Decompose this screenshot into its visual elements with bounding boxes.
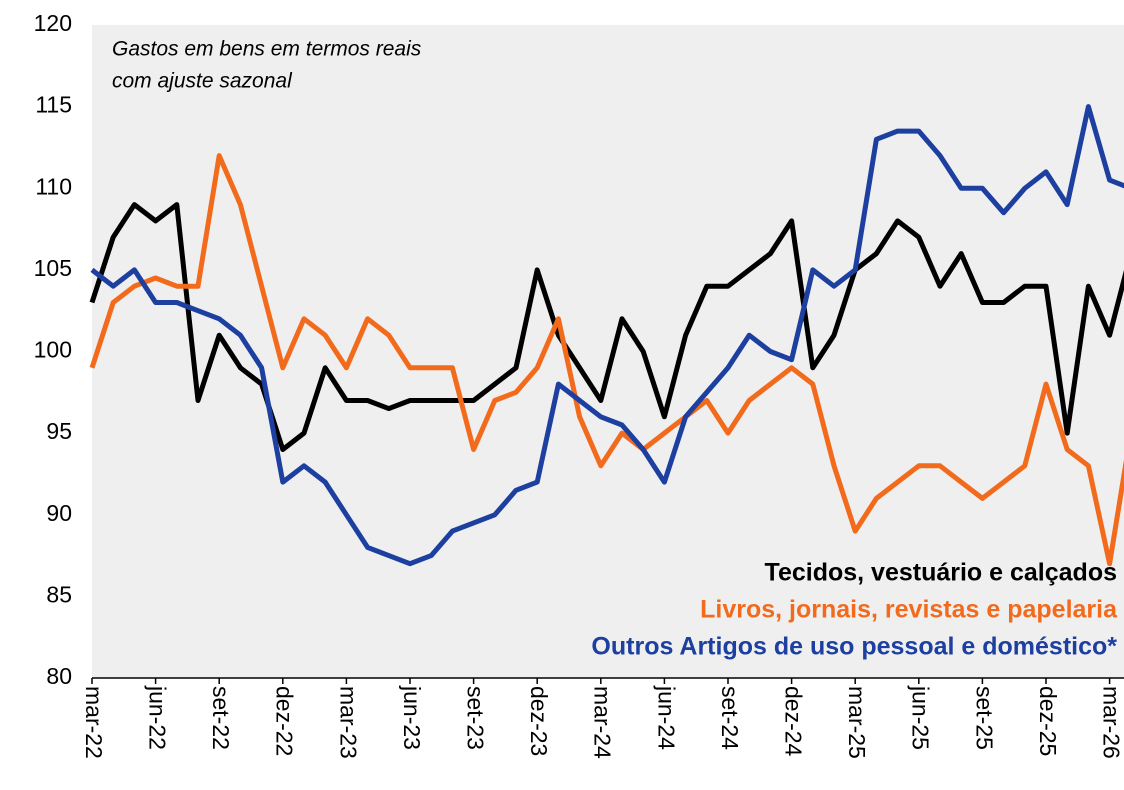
y-tick-label: 85: [46, 581, 72, 607]
x-tick-label: dez-22: [272, 686, 298, 756]
x-tick-label: mar-23: [335, 686, 361, 759]
x-tick-label: dez-23: [526, 686, 552, 756]
series-line: [89, 153, 1124, 567]
chart-title: Gastos em bens em termos reais: [112, 38, 422, 61]
chart-subtitle: com ajuste sazonal: [112, 70, 293, 93]
x-tick-label: jun-25: [908, 685, 934, 750]
x-tick-label: jun-24: [653, 685, 679, 750]
y-tick-label: 115: [35, 92, 72, 118]
x-tick-label: set-24: [717, 686, 743, 750]
x-tick-label: set-25: [971, 686, 997, 750]
x-tick-label: jun-22: [145, 685, 171, 750]
x-tick-label: set-22: [208, 686, 234, 750]
plot-area: [92, 25, 1124, 678]
x-tick-label: mar-25: [844, 686, 870, 759]
y-tick-label: 105: [34, 255, 72, 281]
series-line: [90, 104, 1124, 567]
legend-label: Livros, jornais, revistas e papelaria: [700, 596, 1118, 624]
y-tick-label: 80: [46, 663, 72, 689]
x-tick-label: dez-25: [1035, 686, 1061, 756]
y-tick-label: 95: [46, 418, 72, 444]
legend-label: Outros Artigos de uso pessoal e doméstic…: [591, 633, 1117, 661]
x-tick-label: mar-26: [1099, 686, 1124, 759]
x-tick-label: mar-22: [81, 686, 107, 759]
x-tick-label: mar-24: [590, 686, 616, 759]
y-tick-label: 100: [34, 337, 72, 363]
legend-label: Tecidos, vestuário e calçados: [765, 559, 1117, 587]
x-tick-label: set-23: [463, 686, 489, 750]
y-tick-label: 120: [34, 10, 72, 36]
x-tick-label: jun-23: [399, 685, 425, 750]
y-tick-label: 110: [35, 173, 72, 199]
x-tick-label: dez-24: [781, 686, 807, 757]
y-tick-label: 90: [46, 500, 72, 526]
